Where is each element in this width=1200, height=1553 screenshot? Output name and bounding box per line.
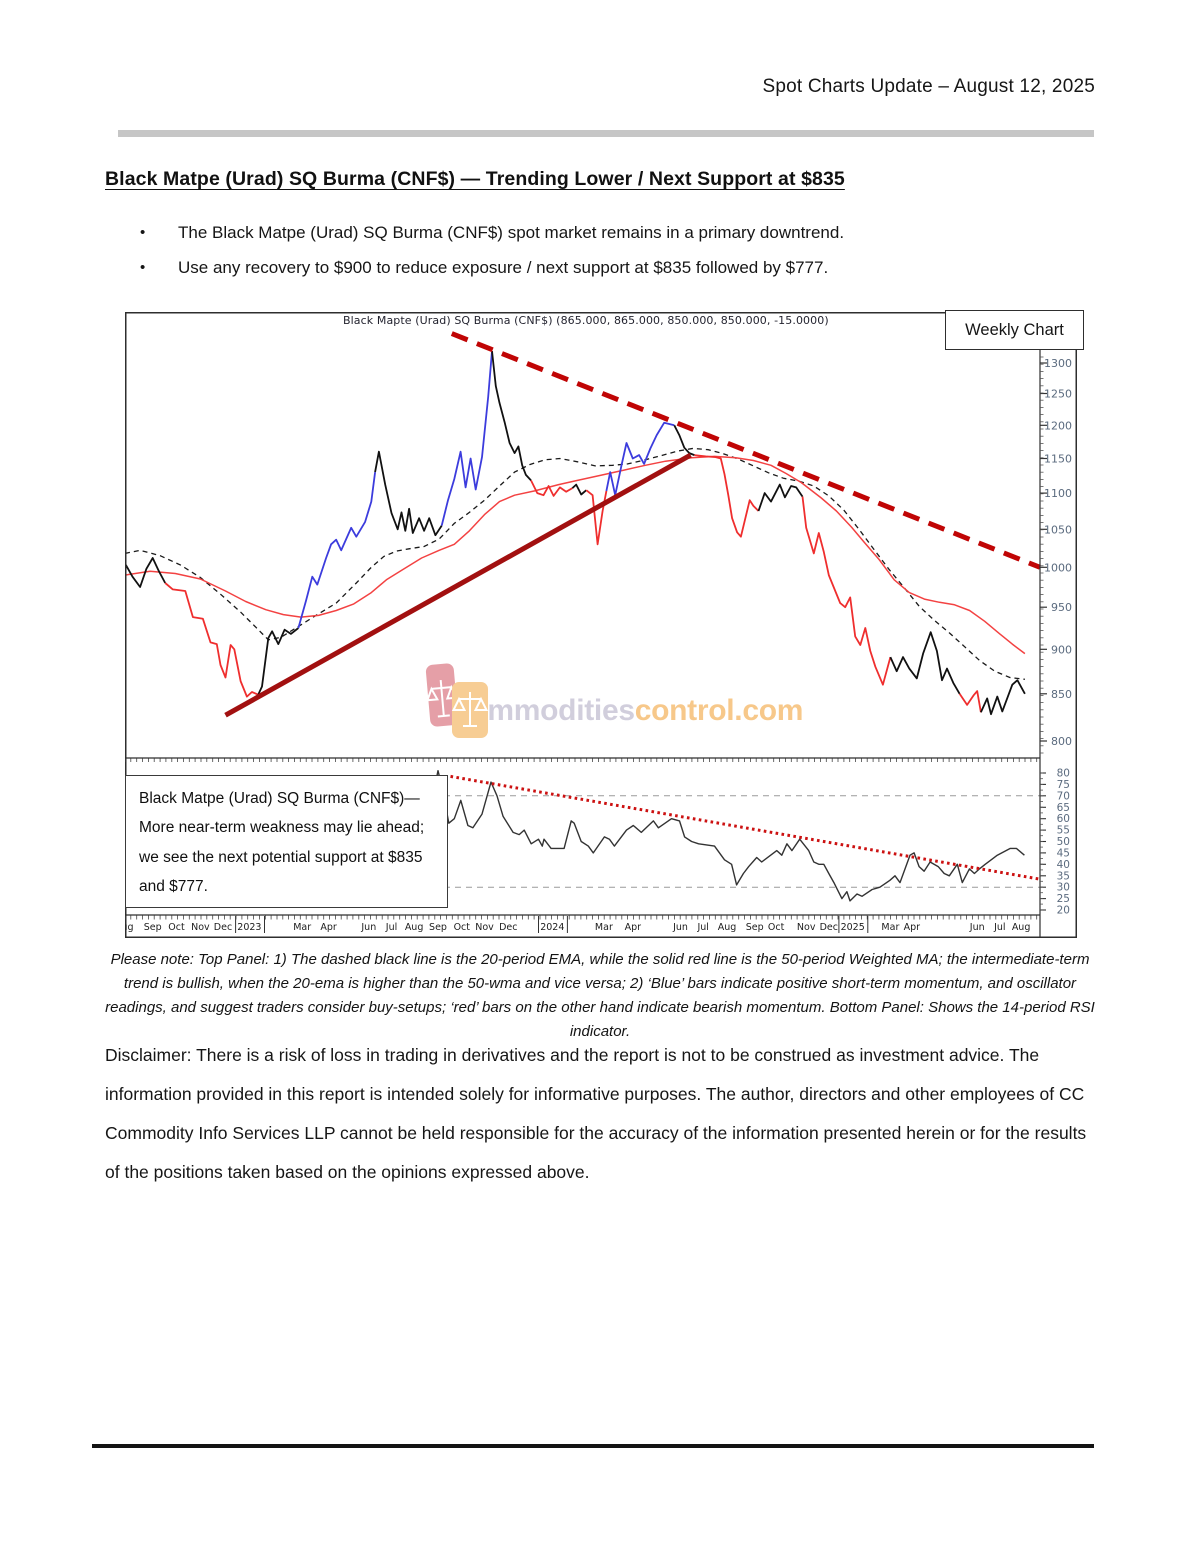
svg-text:Oct: Oct (454, 922, 471, 933)
svg-text:20: 20 (1057, 905, 1070, 917)
svg-text:2023: 2023 (237, 922, 261, 933)
document-header: Spot Charts Update – August 12, 2025 (762, 76, 1095, 97)
chart-annotation-box: Black Matpe (Urad) SQ Burma (CNF$)— More… (125, 775, 448, 908)
header-divider-rule (118, 130, 1094, 137)
svg-text:1250: 1250 (1044, 388, 1072, 401)
svg-text:Jul: Jul (696, 922, 708, 933)
svg-text:Mar: Mar (293, 922, 311, 933)
svg-text:55: 55 (1057, 825, 1070, 837)
bullet-item: The Black Matpe (Urad) SQ Burma (CNF$) s… (140, 224, 1040, 243)
svg-text:80: 80 (1057, 768, 1070, 780)
section-heading: Black Matpe (Urad) SQ Burma (CNF$) — Tre… (105, 168, 845, 190)
svg-text:30: 30 (1057, 882, 1070, 894)
svg-text:75: 75 (1057, 779, 1070, 791)
watermark-word-orange: control.com (634, 694, 804, 727)
svg-text:Dec: Dec (214, 922, 232, 933)
svg-text:60: 60 (1057, 813, 1070, 825)
svg-text:2024: 2024 (540, 922, 564, 933)
svg-text:Dec: Dec (499, 922, 517, 933)
svg-text:1200: 1200 (1044, 419, 1072, 432)
svg-text:900: 900 (1051, 643, 1072, 656)
svg-text:2025: 2025 (841, 922, 865, 933)
svg-text:Aug: Aug (718, 922, 737, 933)
svg-text:50: 50 (1057, 836, 1070, 848)
svg-text:Jun: Jun (969, 922, 985, 933)
svg-text:Nov: Nov (191, 922, 210, 933)
svg-text:Apr: Apr (625, 922, 642, 933)
svg-text:1000: 1000 (1044, 561, 1072, 574)
svg-text:Jun: Jun (672, 922, 688, 933)
svg-text:800: 800 (1051, 735, 1072, 748)
scales-logo-icon (425, 663, 489, 738)
svg-text:Nov: Nov (797, 922, 816, 933)
svg-text:1100: 1100 (1044, 487, 1072, 500)
price-chart-figure: commoditiescontrol.com 1300 1250 1200 1150 1… (125, 310, 1084, 938)
svg-text:1150: 1150 (1044, 453, 1072, 466)
footer-rule (92, 1444, 1094, 1448)
svg-text:Aug: Aug (1012, 922, 1031, 933)
summary-bullet-list: The Black Matpe (Urad) SQ Burma (CNF$) s… (140, 224, 1040, 294)
svg-text:25: 25 (1057, 893, 1070, 905)
svg-text:Sep: Sep (746, 922, 764, 933)
svg-text:35: 35 (1057, 870, 1070, 882)
svg-text:70: 70 (1057, 790, 1070, 802)
svg-text:Jun: Jun (360, 922, 376, 933)
svg-text:ug: ug (125, 922, 134, 933)
svg-text:Sep: Sep (144, 922, 162, 933)
svg-text:Aug: Aug (405, 922, 424, 933)
svg-text:850: 850 (1051, 688, 1072, 701)
svg-text:Sep: Sep (429, 922, 447, 933)
svg-text:Oct: Oct (168, 922, 185, 933)
watermark-wordmark: commoditiescontrol.com (453, 694, 803, 728)
svg-text:Jul: Jul (993, 922, 1005, 933)
svg-text:Oct: Oct (768, 922, 785, 933)
svg-text:Apr: Apr (904, 922, 921, 933)
svg-text:950: 950 (1051, 601, 1072, 614)
svg-text:Dec: Dec (820, 922, 838, 933)
svg-text:Mar: Mar (881, 922, 899, 933)
chart-title: Black Mapte (Urad) SQ Burma (CNF$) (865.… (343, 314, 829, 327)
svg-text:Mar: Mar (595, 922, 613, 933)
svg-text:1300: 1300 (1044, 357, 1072, 370)
svg-text:65: 65 (1057, 802, 1070, 814)
svg-text:45: 45 (1057, 847, 1070, 859)
weekly-chart-badge: Weekly Chart (945, 310, 1084, 350)
svg-text:Apr: Apr (320, 922, 337, 933)
svg-text:40: 40 (1057, 859, 1070, 871)
svg-text:Jul: Jul (385, 922, 397, 933)
chart-note-paragraph: Please note: Top Panel: 1) The dashed bl… (105, 951, 1095, 1040)
svg-text:Nov: Nov (475, 922, 494, 933)
svg-text:1050: 1050 (1044, 523, 1072, 536)
watermark: commoditiescontrol.com (422, 658, 803, 753)
disclaimer-paragraph: Disclaimer: There is a risk of loss in t… (105, 1045, 1087, 1182)
bullet-item: Use any recovery to $900 to reduce expos… (140, 259, 1040, 278)
price-rsi-chart: 1300 1250 1200 1150 1100 1050 1000 950 900 850 800… (125, 312, 1077, 938)
